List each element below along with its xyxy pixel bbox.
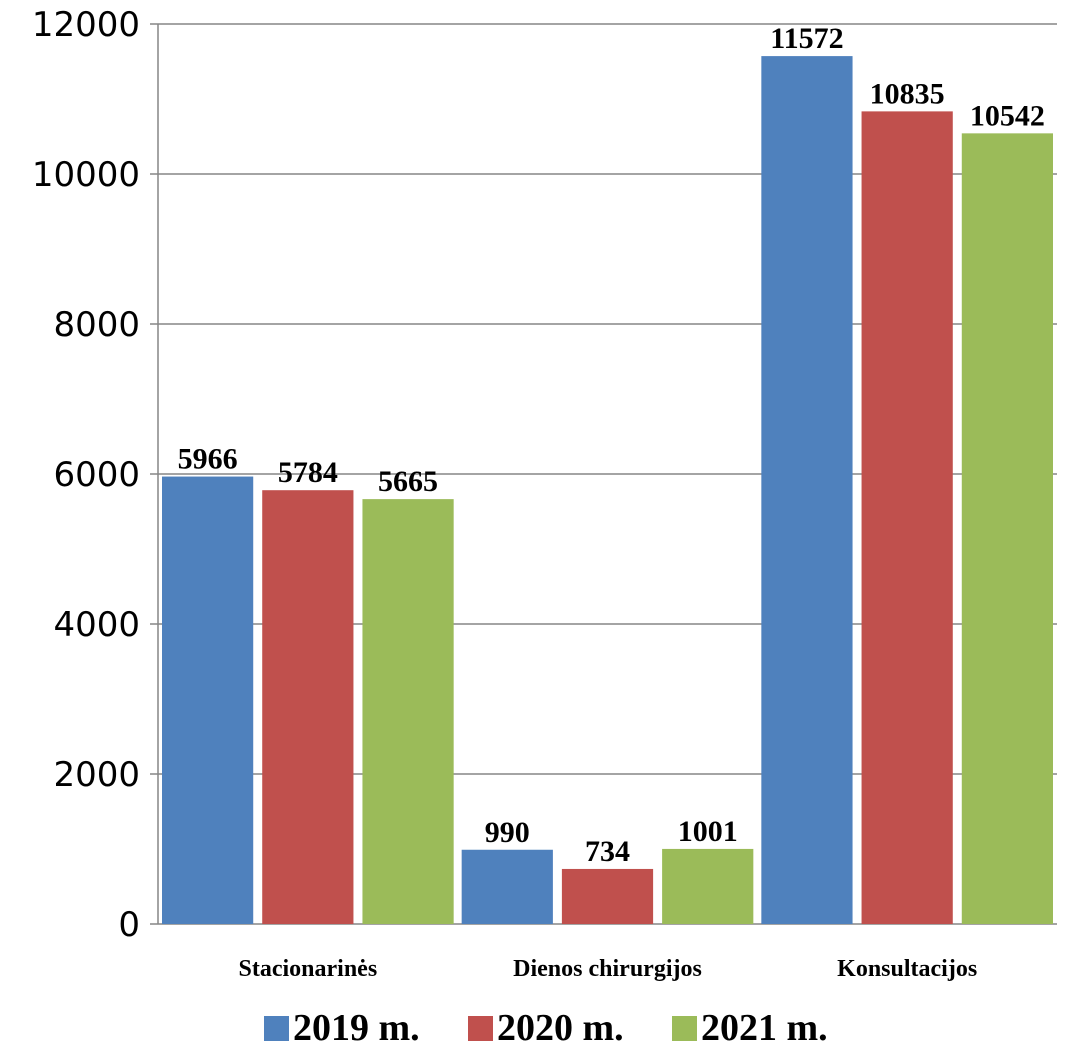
data-label: 734: [585, 835, 630, 868]
bar: [362, 499, 454, 924]
x-axis-ticks: Stacionarinės Dienos chirurgijos Konsultac…: [238, 956, 977, 982]
bar: [662, 848, 754, 924]
bar: [461, 849, 553, 924]
y-tick-label: 2000: [53, 755, 140, 795]
y-tick-label: 8000: [53, 305, 140, 345]
data-label: 11572: [770, 22, 843, 55]
legend-swatch: [672, 1016, 697, 1041]
legend-swatch: [264, 1016, 289, 1041]
data-label: 10542: [970, 99, 1045, 132]
legend-label: 2021 m.: [701, 1007, 828, 1048]
legend-label: 2020 m.: [497, 1007, 624, 1048]
y-tick-label: 4000: [53, 605, 140, 645]
bar: [162, 476, 254, 924]
data-label: 10835: [870, 77, 945, 110]
y-tick-label: 10000: [32, 155, 140, 195]
data-label: 990: [485, 816, 530, 849]
data-label: 5966: [178, 443, 238, 476]
y-tick-label: 6000: [53, 455, 140, 495]
data-label: 5784: [278, 456, 338, 489]
y-tick-label: 0: [118, 905, 140, 945]
x-tick-label: Stacionarinės: [238, 956, 377, 982]
data-label: 1001: [678, 815, 738, 848]
x-tick-label: Dienos chirurgijos: [513, 956, 702, 982]
bar: [262, 490, 354, 924]
data-label: 5665: [378, 465, 438, 498]
bar: [961, 133, 1053, 925]
bars: [162, 56, 1053, 925]
y-axis-ticks: 0 2000 4000 6000 8000 10000 12000: [32, 5, 140, 945]
x-tick-label: Konsultacijos: [837, 956, 977, 982]
bar: [861, 111, 953, 924]
data-labels: 5966 5784 5665 990 734 1001 11572 10835 10542: [178, 22, 1045, 868]
legend-swatch: [468, 1016, 493, 1041]
legend-label: 2019 m.: [293, 1007, 420, 1048]
bar: [561, 868, 654, 924]
bar: [761, 56, 853, 925]
legend: 2019 m. 2020 m. 2021 m.: [264, 1007, 828, 1048]
y-tick-label: 12000: [32, 5, 140, 45]
